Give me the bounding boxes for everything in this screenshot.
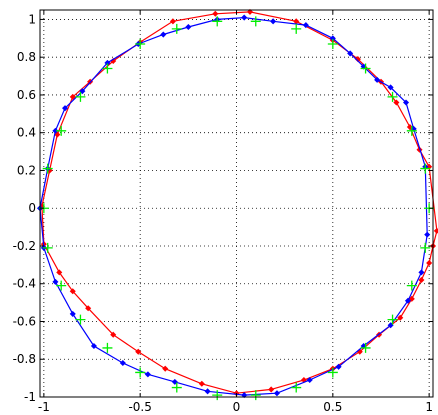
data-point-plus bbox=[387, 314, 398, 325]
series-2 bbox=[38, 16, 435, 401]
data-point-plus bbox=[406, 125, 417, 136]
data-point-plus bbox=[135, 367, 146, 378]
y-tick-label: 1 bbox=[28, 12, 36, 26]
data-point-diamond bbox=[374, 76, 381, 83]
series-line bbox=[39, 16, 428, 396]
data-point-diamond bbox=[54, 131, 61, 138]
series-0 bbox=[38, 8, 438, 397]
y-tick-label: -0.4 bbox=[13, 277, 36, 291]
y-tick-label: 0.6 bbox=[17, 88, 36, 102]
tick-marks bbox=[40, 10, 433, 398]
data-point-diamond bbox=[418, 269, 425, 276]
data-point-diamond bbox=[171, 378, 178, 385]
y-tick-label: -0.2 bbox=[13, 239, 36, 253]
data-point-diamond bbox=[52, 127, 59, 134]
data-point-diamond bbox=[160, 31, 167, 38]
data-point-plus bbox=[135, 38, 146, 49]
data-point-diamond bbox=[204, 388, 211, 395]
data-point-diamond bbox=[241, 14, 248, 21]
data-point-plus bbox=[56, 125, 67, 136]
data-point-diamond bbox=[397, 314, 404, 321]
data-point-plus bbox=[327, 38, 338, 49]
data-point-diamond bbox=[90, 343, 97, 350]
y-tick-label: -0.8 bbox=[13, 352, 36, 366]
data-point-diamond bbox=[393, 99, 400, 106]
data-point-diamond bbox=[426, 259, 433, 266]
data-point-plus bbox=[171, 382, 182, 393]
tick-labels: -1 -0.5 0 0.5 1 1 0.8 0.6 0.4 0.2 0 -0.2 -0.4 -0.6 -0.… bbox=[13, 12, 433, 414]
data-point-diamond bbox=[198, 380, 205, 387]
data-point-plus bbox=[420, 242, 431, 253]
y-tick-label: -1 bbox=[24, 390, 36, 404]
data-point-plus bbox=[406, 280, 417, 291]
data-point-diamond bbox=[62, 105, 69, 112]
series-layer bbox=[36, 8, 438, 401]
data-point-diamond bbox=[404, 297, 411, 304]
data-point-diamond bbox=[241, 392, 248, 399]
data-point-plus bbox=[171, 23, 182, 34]
data-point-diamond bbox=[418, 276, 425, 283]
x-tick-label: 1 bbox=[425, 400, 433, 414]
data-point-diamond bbox=[69, 93, 76, 100]
data-point-diamond bbox=[162, 365, 169, 372]
data-point-plus bbox=[212, 390, 223, 401]
data-point-diamond bbox=[424, 231, 431, 238]
data-point-plus bbox=[42, 242, 53, 253]
data-point-diamond bbox=[85, 305, 92, 312]
data-point-plus bbox=[75, 91, 86, 102]
data-point-diamond bbox=[56, 269, 63, 276]
data-point-plus bbox=[56, 280, 67, 291]
data-point-diamond bbox=[403, 99, 410, 106]
data-point-diamond bbox=[335, 363, 342, 370]
data-point-diamond bbox=[302, 22, 309, 29]
y-tick-label: 0.4 bbox=[17, 126, 36, 140]
data-point-diamond bbox=[433, 227, 438, 234]
data-point-plus bbox=[250, 16, 261, 27]
data-point-diamond bbox=[246, 8, 254, 15]
data-point-diamond bbox=[387, 84, 394, 91]
data-point-diamond bbox=[268, 386, 275, 393]
x-tick-label: 0 bbox=[233, 400, 241, 414]
y-tick-label: -0.6 bbox=[13, 314, 36, 328]
data-point-plus bbox=[420, 163, 431, 174]
data-point-diamond bbox=[135, 348, 142, 355]
data-point-diamond bbox=[293, 18, 300, 25]
y-tick-label: 0.2 bbox=[17, 163, 36, 177]
x-tick-label: -1 bbox=[38, 400, 50, 414]
data-point-diamond bbox=[212, 10, 219, 17]
data-point-plus bbox=[291, 382, 302, 393]
data-point-diamond bbox=[306, 376, 313, 384]
data-point-plus bbox=[387, 91, 398, 102]
data-point-diamond bbox=[69, 310, 76, 317]
data-point-plus bbox=[360, 342, 371, 353]
data-point-plus bbox=[291, 23, 302, 34]
data-point-diamond bbox=[144, 371, 151, 378]
data-point-diamond bbox=[119, 359, 126, 367]
data-point-plus bbox=[212, 16, 223, 27]
data-point-diamond bbox=[185, 23, 192, 31]
data-point-plus bbox=[42, 163, 53, 174]
y-tick-label: 0 bbox=[28, 201, 36, 215]
data-point-plus bbox=[360, 63, 371, 74]
x-tick-label: 0.5 bbox=[323, 400, 342, 414]
data-point-diamond bbox=[273, 390, 280, 397]
data-point-plus bbox=[102, 63, 113, 74]
data-point-diamond bbox=[110, 331, 117, 338]
data-point-diamond bbox=[347, 50, 354, 57]
data-point-diamond bbox=[169, 18, 176, 25]
data-point-plus bbox=[102, 342, 113, 353]
x-tick-label: -0.5 bbox=[128, 400, 151, 414]
data-point-diamond bbox=[69, 288, 76, 295]
series-1 bbox=[36, 14, 431, 399]
data-point-plus bbox=[327, 367, 338, 378]
data-point-diamond bbox=[408, 295, 415, 302]
data-point-diamond bbox=[52, 278, 59, 285]
y-tick-label: 0.8 bbox=[17, 50, 36, 64]
data-point-diamond bbox=[270, 18, 277, 25]
data-point-plus bbox=[75, 314, 86, 325]
data-point-plus bbox=[250, 390, 261, 401]
